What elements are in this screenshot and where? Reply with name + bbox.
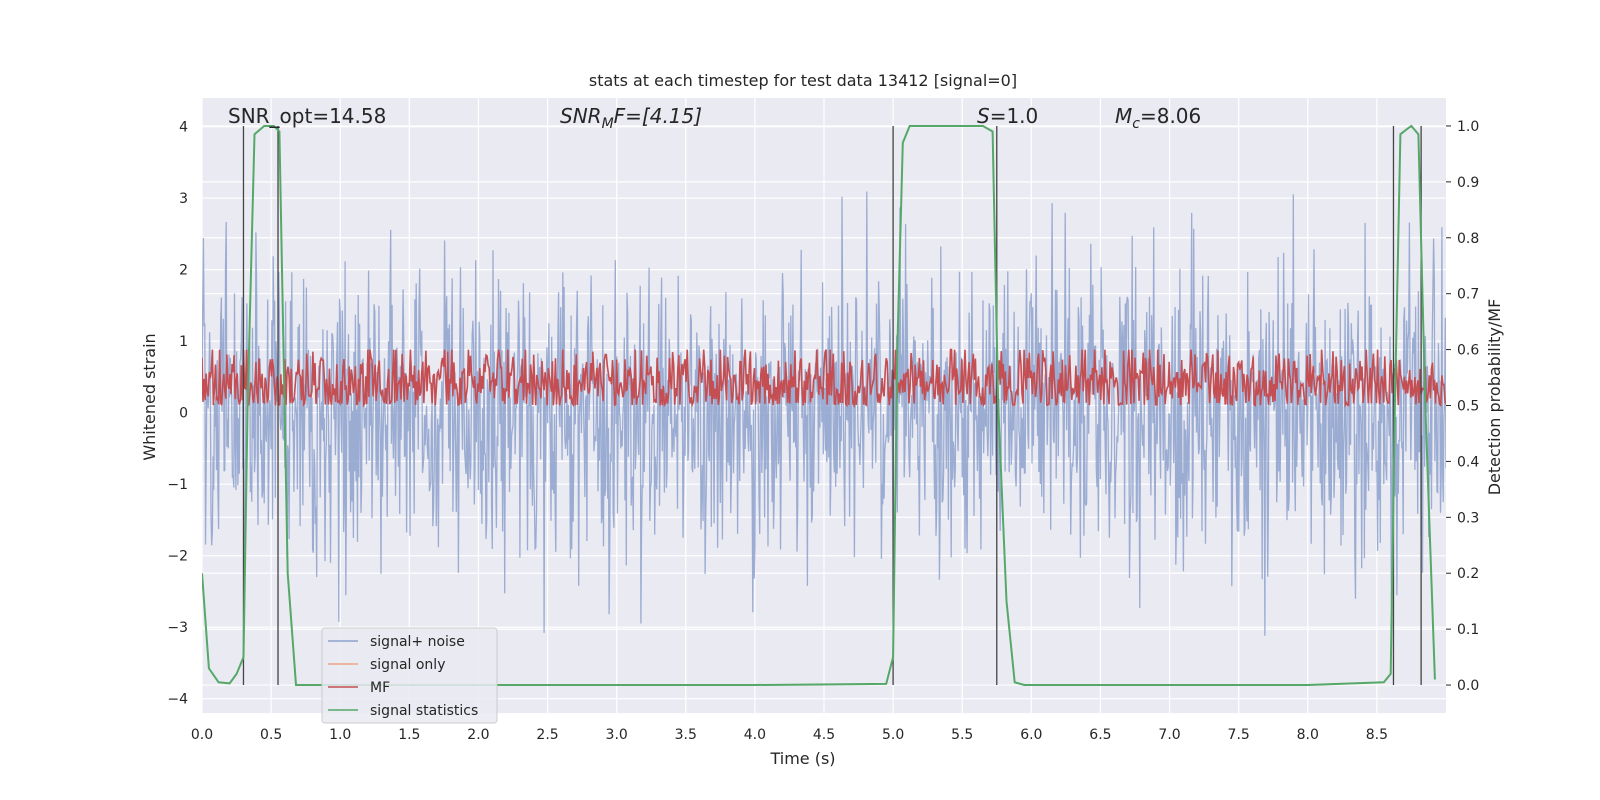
chart-title: stats at each timestep for test data 134… [589, 71, 1017, 90]
y-right-tick-label: 0.2 [1457, 566, 1479, 582]
legend-entry: MF [328, 680, 390, 696]
x-tick-label: 4.0 [744, 727, 766, 743]
y-right-tick-label: 0.0 [1457, 678, 1479, 694]
x-tick-label: 5.5 [951, 727, 973, 743]
series-signal-noise-line [202, 191, 1446, 636]
annotation-snr-mf-subscript: M [602, 116, 614, 132]
x-tick-label: 7.0 [1158, 727, 1180, 743]
y-right-tick-label: 0.3 [1457, 510, 1479, 526]
annotation-mc: Mc=8.06 [1115, 104, 1201, 132]
x-axis-ticks: 0.0 0.5 1.0 1.5 2.0 2.5 3.0 3.5 4.0 4.5 5.0 5.5 6.0 6… [191, 727, 1388, 743]
legend-label: MF [370, 680, 390, 696]
x-tick-label: 4.5 [813, 727, 835, 743]
x-tick-label: 3.5 [675, 727, 697, 743]
legend-label: signal statistics [370, 703, 478, 719]
x-tick-label: 7.5 [1228, 727, 1250, 743]
x-tick-label: 3.0 [606, 727, 628, 743]
y-axis-left-ticks: 4 3 2 1 0 −1 −2 −3 −4 [167, 120, 188, 708]
x-tick-label: 5.0 [882, 727, 904, 743]
series-mf [202, 348, 1446, 409]
y-left-tick-label: 2 [179, 263, 188, 279]
series-signal-statistics-line [202, 124, 1436, 686]
x-axis-label: Time (s) [769, 749, 835, 768]
legend-entry: signal+ noise [328, 634, 465, 650]
x-tick-label: 6.5 [1089, 727, 1111, 743]
y-right-tick-label: 0.4 [1457, 454, 1479, 470]
annotation-snr-mf-value: F=[4.15] [614, 104, 702, 128]
y-left-tick-label: 1 [179, 334, 188, 350]
annotation-s-value: =1.0 [990, 104, 1039, 128]
y-axis-left-label: Whitened strain [140, 333, 159, 460]
annotation-snr-mf-symbol: SNR [560, 104, 602, 128]
annotations: SNR_opt=14.58 SNRMF=[4.15] S=1.0 Mc=8.06 [228, 104, 1201, 132]
y-right-tick-label: 0.1 [1457, 622, 1479, 638]
legend-entry: signal statistics [328, 703, 478, 719]
y-axis-right-ticks: 1.0 0.9 0.8 0.7 0.6 0.5 0.4 0.3 0.2 0.1 0.0 [1446, 119, 1479, 694]
series-signal-noise [202, 191, 1446, 636]
y-right-tick-label: 0.8 [1457, 231, 1479, 247]
y-right-tick-label: 0.7 [1457, 287, 1479, 303]
legend-label: signal only [370, 657, 445, 673]
y-right-tick-label: 0.6 [1457, 343, 1479, 359]
x-tick-label: 1.0 [329, 727, 351, 743]
annotation-mc-symbol: M [1115, 104, 1132, 128]
y-left-tick-label: 3 [179, 191, 188, 207]
annotation-snr-mf: SNRMF=[4.15] [560, 104, 702, 132]
x-tick-label: 6.0 [1020, 727, 1042, 743]
legend-label: signal+ noise [370, 634, 465, 650]
x-tick-label: 2.0 [467, 727, 489, 743]
y-left-tick-label: −2 [167, 549, 188, 565]
series-mf-line [202, 348, 1446, 409]
annotation-s-symbol: S [977, 104, 990, 128]
annotation-mc-value: =8.06 [1140, 104, 1201, 128]
y-left-tick-label: 0 [179, 406, 188, 422]
series-signal-statistics [202, 124, 1436, 686]
x-tick-label: 1.5 [398, 727, 420, 743]
y-right-tick-label: 0.9 [1457, 175, 1479, 191]
x-tick-label: 2.5 [536, 727, 558, 743]
legend-box [321, 627, 498, 724]
y-left-tick-label: −1 [167, 477, 188, 493]
y-left-tick-label: −4 [167, 692, 188, 708]
annotation-snr-opt: SNR_opt=14.58 [228, 104, 386, 128]
x-tick-label: 0.5 [260, 727, 282, 743]
x-tick-label: 0.0 [191, 727, 213, 743]
x-tick-label: 8.5 [1366, 727, 1388, 743]
annotation-mc-subscript: c [1132, 116, 1140, 132]
y-left-tick-label: 4 [179, 120, 188, 136]
y-right-tick-label: 0.5 [1457, 399, 1479, 415]
legend-entry: signal only [328, 657, 445, 673]
y-right-tick-label: 1.0 [1457, 119, 1479, 135]
y-left-tick-label: −3 [167, 620, 188, 636]
x-tick-label: 8.0 [1297, 727, 1319, 743]
y-axis-right-label: Detection probability/MF [1485, 299, 1504, 496]
title-group: stats at each timestep for test data 134… [589, 71, 1017, 90]
annotation-s: S=1.0 [977, 104, 1038, 128]
legend: signal+ noise signal only MF signal stat… [321, 627, 498, 724]
